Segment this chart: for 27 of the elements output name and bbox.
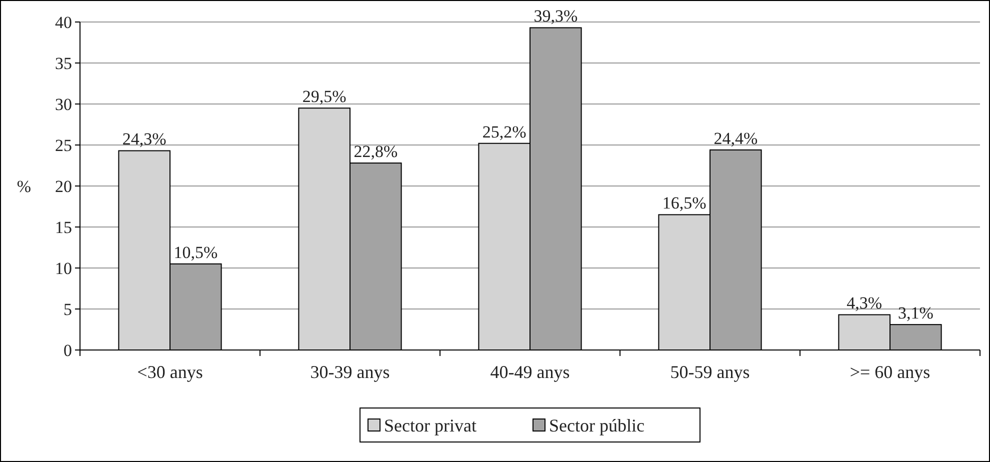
y-tick-label: 35	[55, 54, 72, 73]
x-tick-label: 50-59 anys	[670, 362, 750, 382]
data-label: 25,2%	[482, 122, 526, 142]
data-label: 16,5%	[662, 194, 706, 213]
y-tick-label: 25	[55, 136, 72, 155]
y-tick-label: 30	[55, 94, 72, 114]
x-tick-label: 40-49 anys	[490, 362, 570, 382]
data-label: 24,3%	[122, 130, 166, 149]
x-tick-label: >= 60 anys	[850, 362, 930, 382]
x-tick-label: 30-39 anys	[310, 362, 390, 382]
y-tick-label: 5	[64, 300, 72, 319]
legend-label: Sector públic	[549, 415, 644, 436]
data-label: 4,3%	[846, 294, 882, 313]
x-tick-label: <30 anys	[137, 362, 203, 382]
data-label: 24,4%	[714, 128, 758, 148]
legend-label: Sector privat	[384, 415, 476, 436]
y-tick-label: 40	[55, 12, 72, 32]
y-tick-label: 15	[55, 218, 72, 237]
data-label: 29,5%	[302, 87, 346, 106]
y-tick-label: 10	[55, 258, 72, 278]
y-axis-title: %	[16, 176, 31, 196]
data-label: 39,3%	[534, 6, 578, 26]
data-label: 10,5%	[174, 242, 218, 262]
data-label: 22,8%	[354, 142, 398, 162]
data-label: 3,1%	[898, 304, 934, 323]
y-tick-label: 20	[55, 176, 72, 196]
y-tick-label: 0	[64, 340, 72, 360]
